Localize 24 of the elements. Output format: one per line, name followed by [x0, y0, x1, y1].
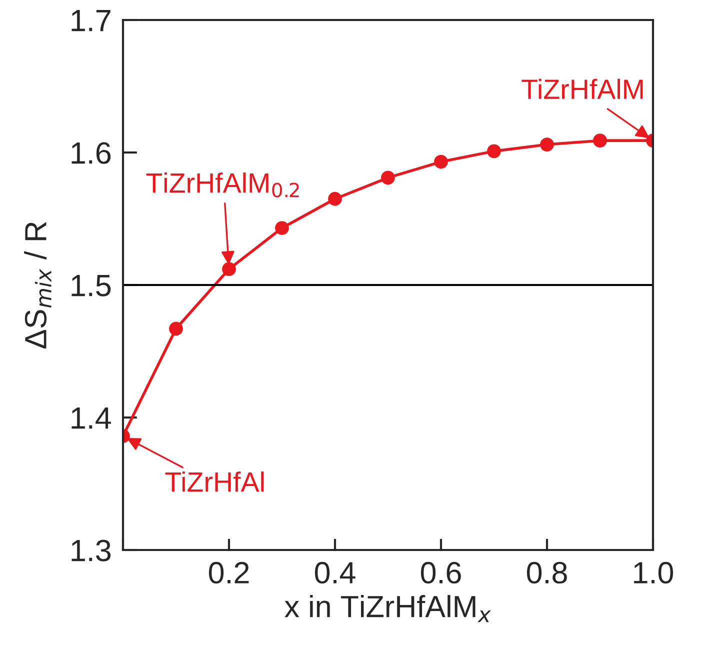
point — [487, 144, 501, 158]
x-tick-label: 1.0 — [634, 562, 674, 584]
y-tick-label: 1.7 — [72, 10, 110, 32]
x-tick-label: 0.2 — [208, 562, 249, 584]
point — [169, 322, 183, 336]
point — [328, 192, 342, 206]
point — [540, 138, 554, 152]
point — [222, 262, 236, 276]
point — [381, 170, 395, 185]
x-tick-label: 0.4 — [314, 562, 356, 584]
x-tick-label: 0.8 — [526, 562, 567, 584]
x-axis-title: x in TiZrHfAlM$_{x}$ — [284, 594, 491, 622]
annotation: TiZrHfAlM$_{0.2}$ — [146, 172, 299, 198]
y-tick-label: 1.3 — [72, 540, 111, 562]
point — [275, 221, 289, 235]
point — [593, 134, 607, 148]
point — [434, 154, 448, 169]
y-tick-label: 1.6 — [72, 142, 111, 164]
y-tick-label: 1.4 — [72, 408, 111, 429]
y-axis-title: ΔS$_{mix}$ / R — [24, 222, 52, 349]
x-tick-label: 0.6 — [420, 562, 461, 584]
annotation: TiZrHfAl — [165, 471, 264, 492]
y-tick-label: 1.5 — [72, 275, 111, 296]
annotation: TiZrHfAlM — [522, 78, 643, 99]
